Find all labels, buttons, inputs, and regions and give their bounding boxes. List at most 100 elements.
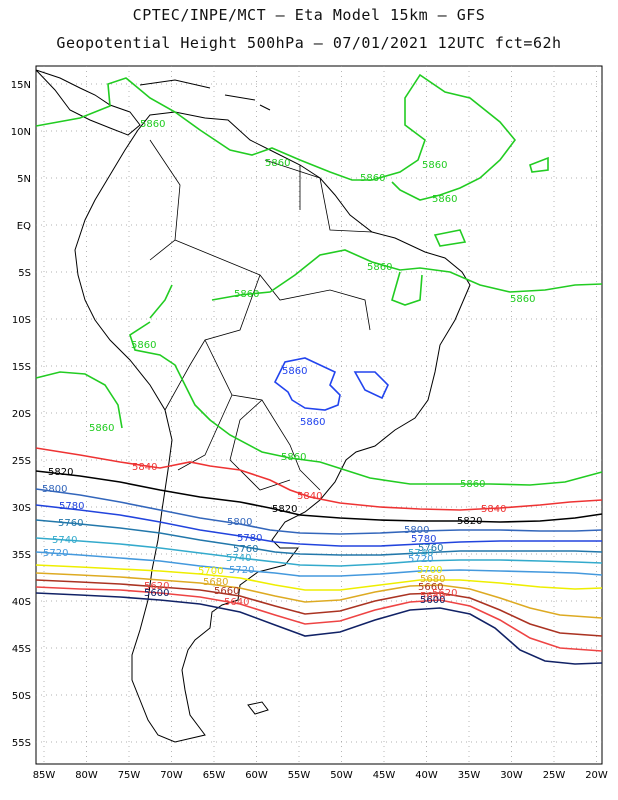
chart-title-line1: CPTEC/INPE/MCT – Eta Model 15km – GFS: [132, 6, 486, 24]
label-5640: 5640: [420, 591, 445, 602]
label-5860: 5860: [510, 294, 535, 305]
label-5740: 5740: [226, 553, 251, 564]
lon-tick-label: 45W: [373, 770, 396, 781]
lat-tick-label: 50S: [12, 691, 31, 702]
label-5720: 5720: [229, 565, 254, 576]
contour-5760: [35, 519, 603, 556]
contour-5740: [35, 537, 603, 567]
label-5820: 5820: [457, 516, 482, 527]
label-5720: 5720: [43, 548, 68, 559]
label-5800: 5800: [42, 484, 67, 495]
label-5680: 5680: [203, 577, 228, 588]
map-frame: [35, 65, 603, 765]
country-borders: [149, 139, 373, 491]
contour-5700: [35, 564, 603, 591]
label-5600: 5600: [420, 595, 445, 606]
contour-5680: [35, 572, 603, 619]
lat-tick-label: EQ: [17, 221, 31, 232]
lon-tick-label: 75W: [118, 770, 141, 781]
contour-5820: [35, 470, 603, 523]
lon-tick-label: 85W: [33, 770, 56, 781]
lon-tick-label: 20W: [585, 770, 608, 781]
label-5860: 5860: [432, 194, 457, 205]
contour-5720: [35, 551, 603, 577]
contour-5860-west: [35, 371, 123, 429]
lat-tick-label: 55S: [12, 738, 31, 749]
label-5600: 5600: [144, 588, 169, 599]
lat-tick-label: 25S: [12, 456, 31, 467]
label-5700: 5700: [198, 566, 223, 577]
label-5780: 5780: [411, 534, 436, 545]
label-5780: 5780: [59, 501, 84, 512]
label-5800: 5800: [227, 517, 252, 528]
contour-labels: 5860 5860 5860 5860 5860 5860 5860 5860 …: [42, 119, 535, 608]
lon-tick-label: 60W: [245, 770, 268, 781]
label-5660: 5660: [418, 582, 443, 593]
label-5660: 5660: [214, 586, 239, 597]
label-5640: 5640: [224, 597, 249, 608]
lon-tick-label: 30W: [500, 770, 523, 781]
lat-tick-label: 5N: [17, 174, 31, 185]
label-5680: 5680: [420, 574, 445, 585]
lon-tick-label: 25W: [543, 770, 566, 781]
contour-5620: [35, 592, 603, 665]
lat-tick-label: 5S: [18, 268, 31, 279]
lon-tick-label: 65W: [203, 770, 226, 781]
lat-tick-label: 15S: [12, 362, 31, 373]
label-5760: 5760: [58, 518, 83, 529]
contour-5860-andes: [129, 321, 603, 486]
label-5800: 5800: [404, 525, 429, 536]
contour-5780: [35, 504, 602, 547]
label-5840: 5840: [297, 491, 322, 502]
label-5880: 5860: [300, 417, 325, 428]
label-5620: 5620: [144, 581, 169, 592]
lat-tick-label: 35S: [12, 550, 31, 561]
falkland-islands: [247, 701, 269, 715]
label-5700: 5700: [417, 565, 442, 576]
lat-tick-label: 10S: [12, 315, 31, 326]
geopotential-contours: [35, 73, 603, 665]
label-5760: 5760: [233, 544, 258, 555]
label-5860: 5860: [460, 479, 485, 490]
label-5880: 5860: [282, 366, 307, 377]
label-5760: 5760: [418, 543, 443, 554]
label-5860: 5860: [140, 119, 165, 130]
chart-title-line2: Geopotential Height 500hPa – 07/01/2021 …: [56, 34, 562, 52]
lat-tick-label: 10N: [11, 127, 31, 138]
caribbean-islands: [139, 79, 271, 111]
label-5860: 5860: [131, 340, 156, 351]
label-5740: 5740: [52, 535, 77, 546]
label-5620: 5620: [432, 588, 457, 599]
lat-tick-label: 20S: [12, 409, 31, 420]
contour-5800: [35, 488, 603, 535]
contour-5860-north: [35, 73, 517, 201]
contour-5860-atlantic: [433, 156, 549, 247]
central-america-coast: [35, 69, 141, 136]
label-5820: 5820: [48, 467, 73, 478]
label-5860: 5860: [367, 262, 392, 273]
label-5860: 5860: [234, 289, 259, 300]
label-5780: 5780: [237, 533, 262, 544]
label-5860: 5860: [89, 423, 114, 434]
label-5740: 5740: [408, 548, 433, 559]
lon-tick-label: 70W: [160, 770, 183, 781]
label-5860: 5860: [422, 160, 447, 171]
label-5840: 5840: [481, 504, 506, 515]
contour-5860-equator: [211, 249, 603, 301]
label-5840: 5840: [132, 462, 157, 473]
label-5720: 5720: [408, 554, 433, 565]
label-5860: 5860: [360, 173, 385, 184]
contour-5640: [35, 586, 603, 652]
lat-tick-label: 30S: [12, 503, 31, 514]
lat-tick-label: 15N: [11, 80, 31, 91]
axis-ticks: 15N 10N 5N EQ 5S 10S 15S 20S 25S 30S 35S 40S 45S 50S 5…: [11, 80, 608, 781]
contour-5840-west: [35, 447, 603, 511]
lon-tick-label: 80W: [75, 770, 98, 781]
contour-5880-high: [273, 357, 389, 411]
lon-tick-label: 40W: [415, 770, 438, 781]
lon-tick-label: 55W: [288, 770, 311, 781]
lat-tick-label: 45S: [12, 644, 31, 655]
label-5820: 5820: [272, 504, 297, 515]
lon-tick-label: 35W: [458, 770, 481, 781]
